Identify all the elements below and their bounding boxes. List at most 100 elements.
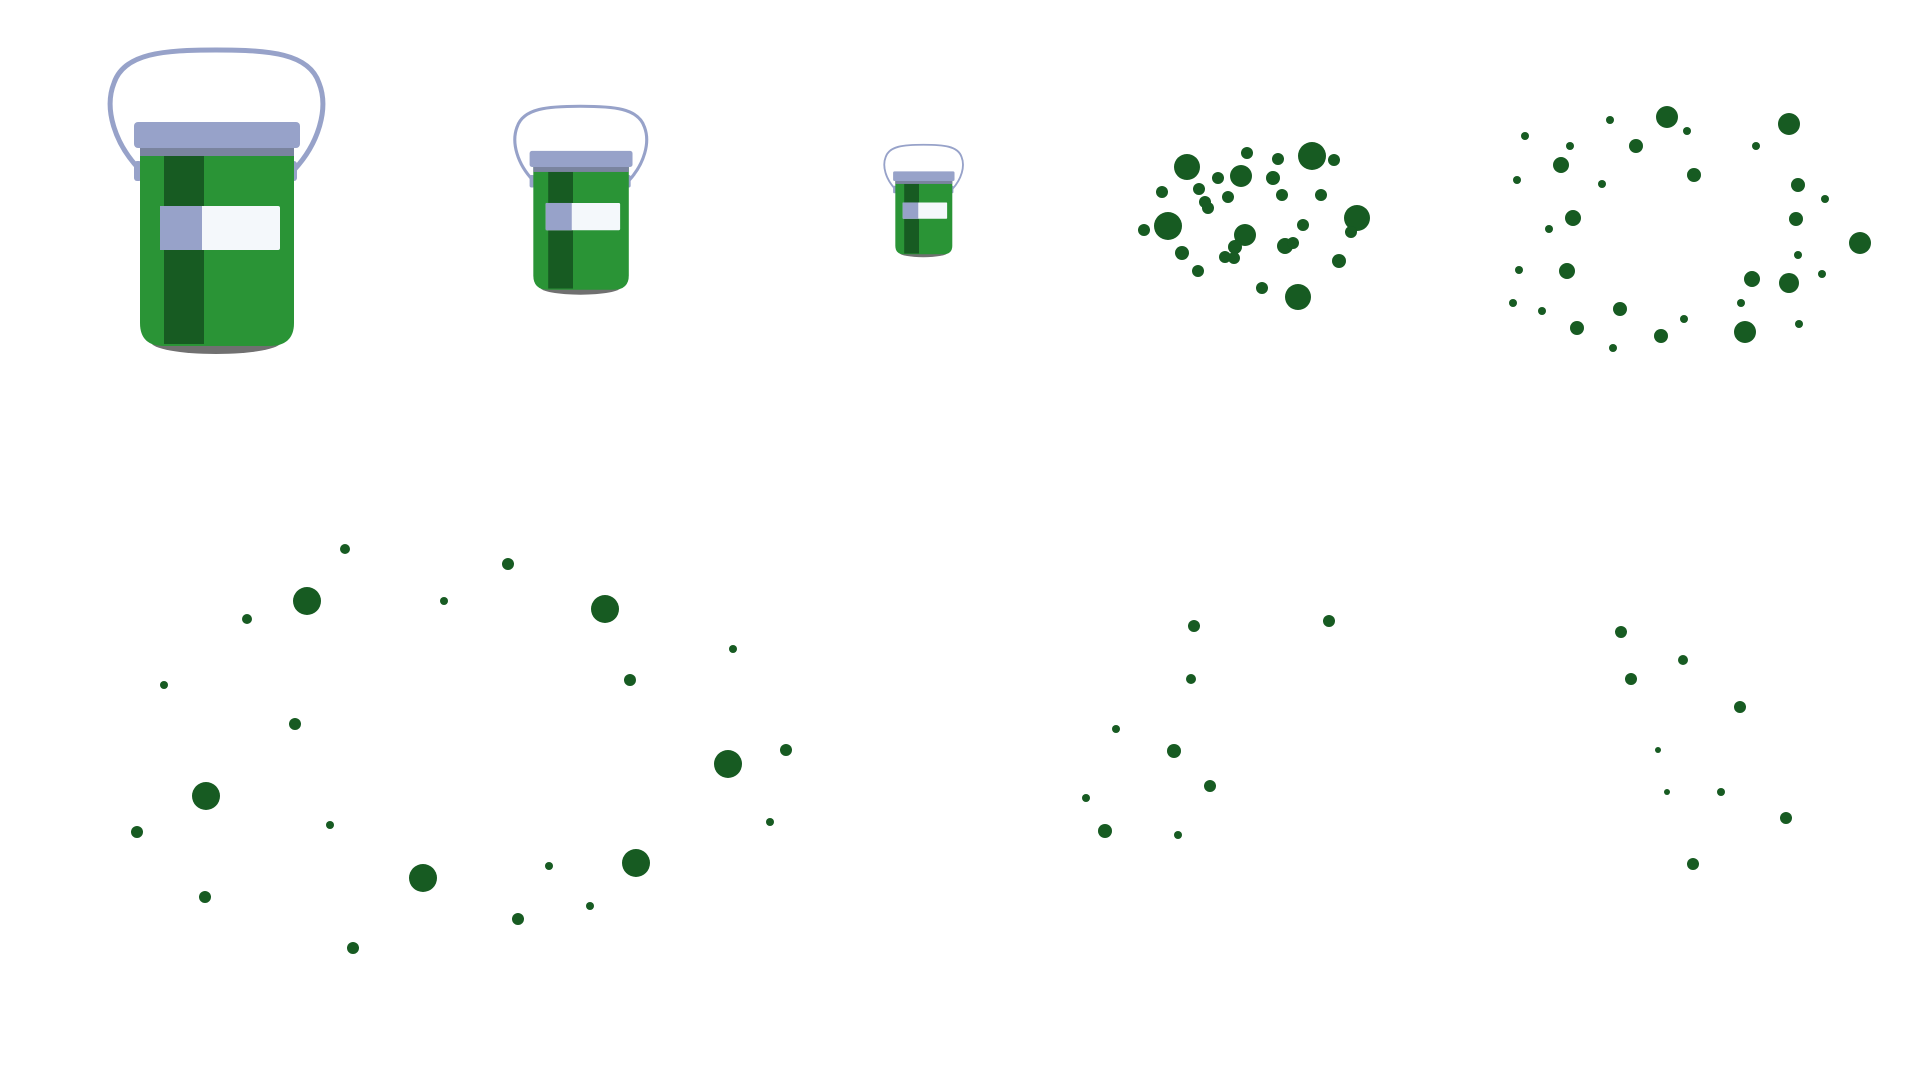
particle-dot	[1559, 263, 1575, 279]
particle-dot	[1744, 271, 1760, 287]
particle-dot	[1219, 251, 1231, 263]
splatter-particles-icon	[131, 544, 792, 954]
particle-dot	[1199, 196, 1211, 208]
particle-dot	[1683, 127, 1691, 135]
particle-dot	[1098, 824, 1112, 838]
particle-dot	[242, 614, 252, 624]
particle-dot	[1613, 302, 1627, 316]
particle-dot	[1734, 701, 1746, 713]
splatter-particles-icon	[1509, 106, 1871, 352]
particle-dot	[1204, 780, 1216, 792]
particle-dot	[1515, 266, 1523, 274]
particle-dot	[1598, 180, 1606, 188]
burst-frame-5[interactable]	[1615, 626, 1792, 870]
particle-dot	[512, 913, 524, 925]
particle-dot	[1186, 674, 1196, 684]
particle-dot	[1212, 172, 1224, 184]
particle-dot	[192, 782, 220, 810]
label-tab	[545, 202, 572, 231]
particle-dot	[591, 595, 619, 623]
particle-dot	[1175, 246, 1189, 260]
particle-dot	[1789, 212, 1803, 226]
particle-dot	[1332, 254, 1346, 268]
particle-dot	[1228, 252, 1240, 264]
particle-dot	[1154, 212, 1182, 240]
particle-dot	[1276, 189, 1288, 201]
particle-dot	[1287, 237, 1299, 249]
particle-dot	[440, 597, 448, 605]
particle-dot	[624, 674, 636, 686]
bucket-frame-medium[interactable]	[513, 104, 649, 295]
bucket-frame-small[interactable]	[883, 143, 964, 258]
particle-dot	[199, 891, 211, 903]
particle-dot	[1193, 183, 1205, 195]
particle-dot	[1849, 232, 1871, 254]
particle-dot	[1272, 153, 1284, 165]
particle-dot	[160, 681, 168, 689]
particle-dot	[1795, 320, 1803, 328]
particle-dot	[1328, 154, 1340, 166]
particle-dot	[1794, 251, 1802, 259]
particle-dot	[1778, 113, 1800, 135]
particle-dot	[1818, 270, 1826, 278]
particle-dot	[1655, 747, 1661, 753]
particle-dot	[502, 558, 514, 570]
particle-dot	[131, 826, 143, 838]
particle-dot	[1678, 655, 1688, 665]
particle-dot	[1717, 788, 1725, 796]
particle-dot	[1565, 210, 1581, 226]
paint-bucket-icon	[107, 47, 326, 354]
handle-clip-left	[893, 185, 897, 194]
burst-frame-2[interactable]	[1509, 106, 1871, 352]
burst-frames	[131, 106, 1871, 954]
particle-dot	[1345, 226, 1357, 238]
particle-dot	[1664, 789, 1670, 795]
particle-dot	[1156, 186, 1168, 198]
particle-dot	[1230, 165, 1252, 187]
particle-dot	[1228, 240, 1242, 254]
particle-dot	[1791, 178, 1805, 192]
particle-dot	[1192, 265, 1204, 277]
particle-dot	[347, 942, 359, 954]
particle-dot	[1570, 321, 1584, 335]
particle-dot	[1256, 282, 1268, 294]
particle-dot	[1625, 673, 1637, 685]
particle-dot	[1297, 219, 1309, 231]
particle-dot	[1315, 189, 1327, 201]
particle-dot	[1680, 315, 1688, 323]
particle-dot	[729, 645, 737, 653]
particle-dot	[1138, 224, 1150, 236]
particle-dot	[1513, 176, 1521, 184]
lid-shadow	[533, 164, 629, 172]
lid	[529, 150, 633, 167]
splatter-particles-icon	[1615, 626, 1792, 870]
particle-dot	[1167, 744, 1181, 758]
particle-dot	[545, 862, 553, 870]
particle-dot	[293, 587, 321, 615]
particle-dot	[1752, 142, 1760, 150]
particle-dot	[586, 902, 594, 910]
label-tab	[160, 206, 202, 250]
particle-dot	[1566, 142, 1574, 150]
particle-dot	[1545, 225, 1553, 233]
lid-shadow	[895, 179, 953, 184]
particle-dot	[1234, 224, 1256, 246]
lid	[134, 122, 300, 148]
particle-dot	[1629, 139, 1643, 153]
particle-dot	[1241, 147, 1253, 159]
particle-dot	[1538, 307, 1546, 315]
bucket-frames-row	[107, 47, 964, 354]
burst-frame-4[interactable]	[1082, 615, 1335, 839]
paint-bucket-icon	[513, 104, 649, 295]
handle-clip-left	[529, 175, 535, 188]
label-tab	[902, 202, 919, 219]
particle-dot	[1222, 191, 1234, 203]
particle-dot	[766, 818, 774, 826]
particle-dot	[1188, 620, 1200, 632]
particle-dot	[1553, 157, 1569, 173]
burst-frame-1[interactable]	[1138, 142, 1370, 310]
bucket-frame-large[interactable]	[107, 47, 326, 354]
particle-dot	[1654, 329, 1668, 343]
burst-frame-3[interactable]	[131, 544, 792, 954]
